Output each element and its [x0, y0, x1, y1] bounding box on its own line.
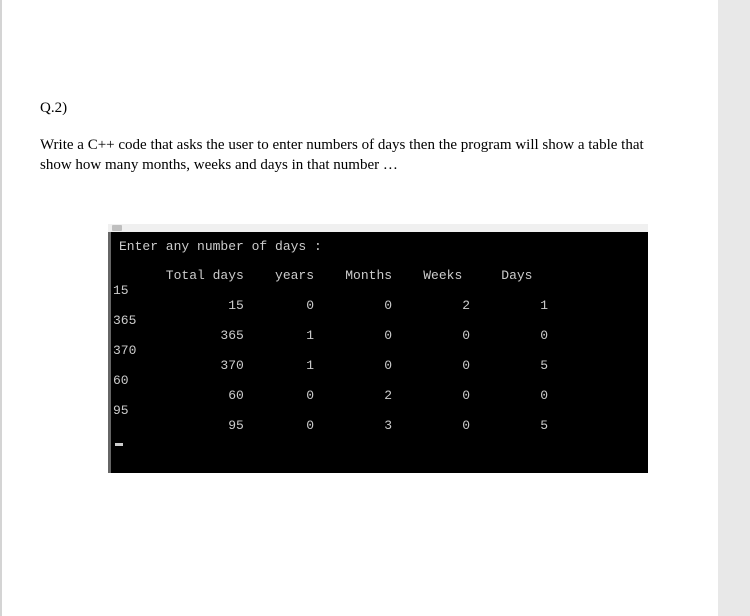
cursor-icon — [115, 443, 123, 446]
document-page: Q.2) Write a C++ code that asks the user… — [0, 0, 718, 616]
terminal-input-line: 365 — [111, 314, 648, 329]
terminal-cursor-line — [111, 434, 648, 449]
terminal-input-line: 60 — [111, 374, 648, 389]
terminal-prompt: Enter any number of days : — [111, 240, 648, 255]
terminal-data-row: 365 1 0 0 0 — [111, 329, 648, 344]
terminal-titlebar — [108, 224, 648, 232]
question-label: Q.2) — [40, 100, 678, 117]
terminal-input-line: 95 — [111, 404, 648, 419]
question-text: Write a C++ code that asks the user to e… — [40, 135, 678, 176]
terminal-header-row: Total days years Months Weeks Days — [111, 269, 648, 284]
terminal-data-row: 95 0 3 0 5 — [111, 419, 648, 434]
terminal-data-row: 60 0 2 0 0 — [111, 389, 648, 404]
terminal-input-line: 370 — [111, 344, 648, 359]
terminal-data-row: 15 0 0 2 1 — [111, 299, 648, 314]
terminal-input-line: 15 — [111, 284, 648, 299]
terminal-container: Enter any number of days : Total days ye… — [108, 224, 648, 473]
page-left-shadow — [0, 0, 2, 616]
terminal-output: Enter any number of days : Total days ye… — [108, 232, 648, 473]
terminal-blank — [111, 254, 648, 269]
terminal-data-row: 370 1 0 0 5 — [111, 359, 648, 374]
